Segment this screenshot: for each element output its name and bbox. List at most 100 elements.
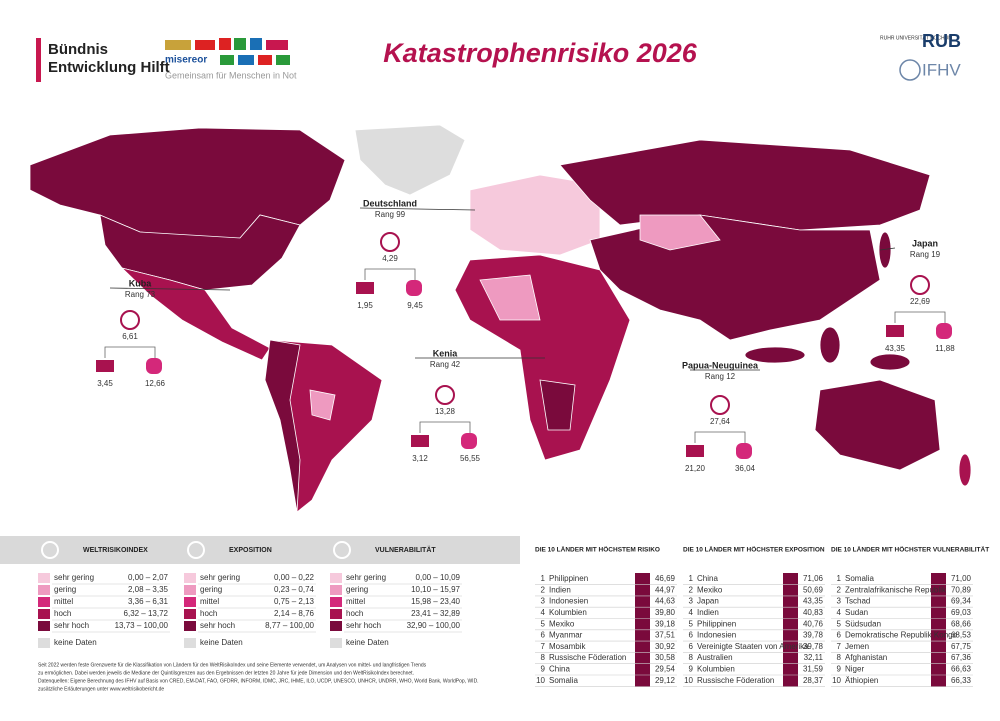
legend-icon	[187, 541, 205, 559]
leader-line	[359, 207, 476, 211]
callout-rank: Rang 99	[375, 210, 406, 219]
value: 40,83	[803, 608, 824, 617]
legend-range: 0,00 – 2,07	[128, 573, 169, 582]
legend-label: sehr hoch	[54, 621, 89, 630]
rank: 6	[689, 631, 694, 640]
exposure-value: 3,12	[412, 454, 428, 463]
rank: 10	[536, 676, 545, 685]
rank: 2	[837, 585, 842, 594]
value: 44,63	[655, 597, 676, 606]
connector	[364, 268, 416, 280]
rank: 7	[837, 642, 842, 651]
vulnerability-value: 9,45	[407, 301, 423, 310]
legend-range: 0,75 – 2,13	[274, 597, 315, 606]
rank: 5	[541, 619, 546, 628]
country: Vereinigte Staaten von Amerika	[697, 642, 809, 651]
country: Russische Föderation	[697, 676, 774, 685]
rank: 1	[689, 574, 694, 583]
country: Indonesien	[697, 631, 736, 640]
legend-swatch	[184, 621, 196, 631]
value: 71,06	[803, 574, 824, 583]
value: 39,80	[655, 608, 676, 617]
legend-swatch	[38, 585, 50, 595]
rank: 1	[541, 574, 546, 583]
leader-line	[879, 247, 896, 251]
legend-label: sehr gering	[346, 573, 386, 582]
vulnerability-icon	[146, 358, 162, 374]
country: Somalia	[549, 676, 578, 685]
footnote: Seit 2022 werden feste Grenzwerte für di…	[38, 662, 427, 668]
value: 69,34	[951, 597, 972, 606]
ifhv-icon	[899, 59, 921, 81]
legend-range: 6,32 – 13,72	[124, 609, 169, 618]
country: Südsudan	[845, 619, 881, 628]
callout-country: Japan	[912, 238, 938, 248]
connector	[419, 421, 471, 433]
legend-range: 23,41 – 32,89	[411, 609, 460, 618]
country: Philippinen	[697, 619, 736, 628]
callout-country: Kuba	[129, 278, 152, 288]
value: 46,69	[655, 574, 676, 583]
footnote: zu ermöglichen. Dabei werden jeweils die…	[38, 670, 414, 676]
legend-swatch	[330, 573, 342, 583]
legend-range: 8,77 – 100,00	[265, 621, 314, 630]
legend-label: gering	[54, 585, 76, 594]
legend-label: hoch	[346, 609, 363, 618]
rank: 8	[541, 653, 546, 662]
legend-label: sehr hoch	[200, 621, 235, 630]
rank: 4	[837, 608, 842, 617]
country: Jemen	[845, 642, 869, 651]
rank: 6	[837, 631, 842, 640]
vulnerability-value: 11,88	[935, 344, 955, 353]
value: 29,54	[655, 665, 676, 674]
vulnerability-icon	[406, 280, 422, 296]
risk-value: 13,28	[435, 407, 456, 416]
legend-range: 0,23 – 0,74	[274, 585, 315, 594]
connector	[104, 346, 156, 358]
exposure-icon	[886, 325, 904, 337]
legend-range: 15,98 – 23,40	[411, 597, 460, 606]
vulnerability-value: 56,55	[460, 454, 481, 463]
legend-swatch	[330, 638, 342, 648]
legend-title: WELTRISIKOINDEX	[83, 547, 148, 554]
country: Zentralafrikanische Republik	[845, 585, 947, 594]
legend-range: 13,73 – 100,00	[115, 621, 169, 630]
vulnerability-icon	[936, 323, 952, 339]
legend-label: sehr hoch	[346, 621, 381, 630]
logo-bar	[36, 38, 41, 82]
country: Somalia	[845, 574, 874, 583]
country: Indien	[697, 608, 719, 617]
university: RUHR UNIVERSITÄT BOCHUM	[880, 34, 952, 41]
title: Katastrophenrisiko 2026	[383, 38, 698, 68]
rank: 9	[541, 665, 546, 674]
legend-label: keine Daten	[346, 638, 389, 647]
value: 39,18	[655, 619, 676, 628]
legend-swatch	[330, 621, 342, 631]
country: Mexiko	[697, 585, 723, 594]
rub-logo: RUB	[922, 31, 961, 51]
value: 71,00	[951, 574, 972, 583]
value: 69,03	[951, 608, 972, 617]
legend-swatch	[38, 597, 50, 607]
country: Afghanistan	[845, 653, 887, 662]
footnote: zusätzliche Erläuterungen unter www.welt…	[38, 686, 164, 692]
legend-label: sehr gering	[54, 573, 94, 582]
callout-rank: Rang 12	[705, 372, 736, 381]
legend-label: keine Daten	[54, 638, 97, 647]
legend-swatch	[184, 597, 196, 607]
country: Australien	[697, 653, 733, 662]
rank: 9	[837, 665, 842, 674]
legend-label: hoch	[200, 609, 217, 618]
exposure-value: 21,20	[685, 464, 706, 473]
legend-band	[0, 536, 520, 564]
value: 70,89	[951, 585, 972, 594]
rank: 6	[689, 642, 694, 651]
ifhv-logo: IFHV	[922, 60, 961, 79]
rank: 4	[689, 608, 694, 617]
risk-icon	[910, 275, 930, 295]
footnote: Datenquellen: Eigene Berechnung des IFHV…	[38, 678, 479, 684]
value: 66,33	[951, 676, 972, 685]
country: Indonesien	[549, 597, 588, 606]
country: Russische Föderation	[549, 653, 626, 662]
world-map	[29, 124, 972, 513]
